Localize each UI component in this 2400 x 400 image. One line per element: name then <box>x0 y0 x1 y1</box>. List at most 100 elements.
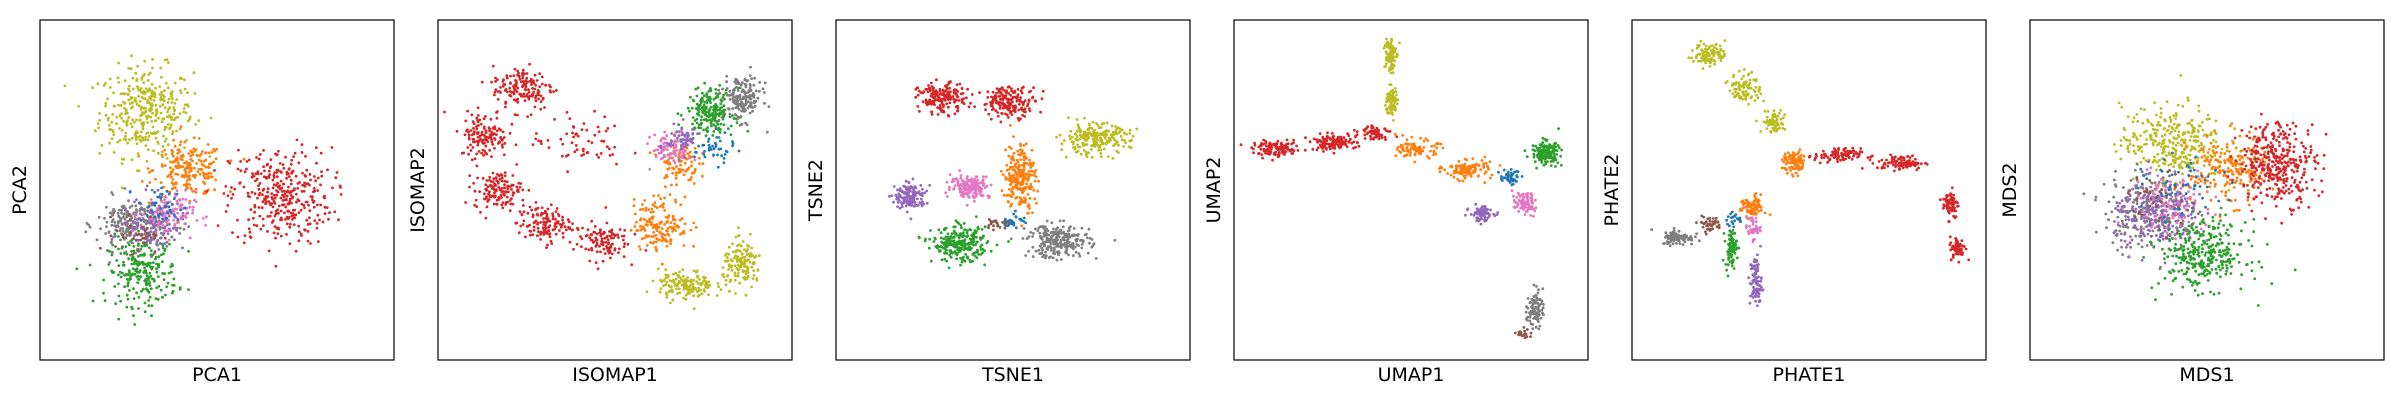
pca-series-8-point <box>147 233 151 237</box>
isomap-series-0-point <box>561 221 565 225</box>
isomap-series-0-point <box>484 136 488 140</box>
isomap-series-3-point <box>695 117 699 121</box>
isomap-series-2-point <box>645 290 649 294</box>
isomap-series-2-point <box>694 287 697 291</box>
pca-series-2-point <box>294 174 298 178</box>
isomap-series-1-point <box>649 210 653 214</box>
isomap-series-3-point <box>705 92 709 95</box>
isomap-series-0-point <box>552 90 555 93</box>
isomap-series-0-point <box>516 100 520 104</box>
isomap-series-6-point <box>683 156 686 159</box>
isomap-series-1-point <box>659 230 662 234</box>
isomap-series-1-point <box>679 232 682 236</box>
isomap-series-2-point <box>731 242 734 246</box>
pca-series-0-point <box>108 86 112 89</box>
tsne-series-5-point <box>974 215 978 219</box>
pca-series-2-point <box>261 188 265 192</box>
pca-series-3-point <box>140 244 144 248</box>
isomap-series-0-point <box>598 244 601 248</box>
isomap-series-5-point <box>672 159 676 163</box>
tsne-series-0-point <box>953 100 956 104</box>
tsne-series-0-point <box>984 102 988 106</box>
pca-series-3-point <box>143 301 147 305</box>
tsne-series-5-point <box>980 228 984 231</box>
pca-series-0-point <box>127 115 131 119</box>
isomap-series-4-point <box>736 89 740 92</box>
isomap-series-0-point <box>544 220 548 224</box>
isomap-series-0-point <box>572 126 576 129</box>
pca-series-1-point <box>195 162 199 165</box>
isomap-series-1-point <box>645 219 649 223</box>
isomap-series-0-point <box>477 124 480 127</box>
pca-series-3-point <box>148 284 152 287</box>
tsne-series-1-point <box>1007 172 1011 175</box>
pca-series-2-point <box>330 146 334 149</box>
pca-series-2-point <box>301 171 304 175</box>
isomap-series-0-point <box>518 210 522 214</box>
isomap-series-1-point <box>635 220 638 224</box>
isomap-series-0-point <box>588 259 592 263</box>
tsne-series-2-point <box>1131 134 1135 138</box>
isomap-series-0-point <box>548 224 552 228</box>
isomap-series-0-point <box>524 235 527 239</box>
pca-series-6-point <box>175 207 179 211</box>
isomap-series-0-point <box>501 201 505 205</box>
tsne-series-0-point <box>973 105 976 108</box>
tsne-series-1-point <box>1016 178 1020 181</box>
isomap-series-0-point <box>491 171 495 175</box>
isomap-series-0-point <box>568 227 571 231</box>
tsne-series-0-point <box>1019 96 1022 99</box>
isomap-series-0-point <box>603 252 607 256</box>
pca-series-2-point <box>300 151 304 154</box>
isomap-series-4-point <box>734 82 738 85</box>
tsne-series-1-point <box>1004 178 1008 181</box>
tsne-series-1-point <box>1020 163 1024 167</box>
tsne-series-0-point <box>916 105 920 108</box>
tsne-series-4-point <box>900 189 904 193</box>
isomap-series-6-point <box>675 130 679 133</box>
pca-series-1-point <box>207 176 211 180</box>
tsne-series-2-point <box>1097 149 1100 152</box>
isomap-series-0-point <box>612 236 615 240</box>
pca-series-2-point <box>213 169 216 172</box>
isomap-series-5-point <box>662 142 665 145</box>
isomap-series-0-point <box>539 94 543 98</box>
tsne-series-3-point <box>989 183 993 187</box>
pca-series-3-point <box>122 263 126 267</box>
pca-series-0-point <box>163 128 167 132</box>
tsne-series-2-point <box>1112 137 1116 141</box>
isomap-series-0-point <box>490 155 493 159</box>
tsne-series-5-point <box>953 225 957 229</box>
tsne-series-0-point <box>942 109 946 113</box>
pca-series-0-point <box>193 92 197 95</box>
tsne-series-1-point <box>1025 177 1029 181</box>
pca-series-2-point <box>339 186 342 189</box>
pca-series-2-point <box>254 172 258 176</box>
tsne-series-1-point <box>1009 161 1013 165</box>
isomap-series-0-point <box>618 247 621 251</box>
pca-series-2-point <box>260 206 264 210</box>
pca-series-1-point <box>162 185 166 189</box>
pca-series-2-point <box>294 249 298 253</box>
pca-series-0-point <box>155 110 159 114</box>
pca-series-2-point <box>292 155 295 159</box>
isomap-series-0-point <box>525 72 529 75</box>
tsne-series-0-point <box>921 100 925 104</box>
pca-series-0-point <box>184 111 188 115</box>
tsne-series-3-point <box>974 180 977 183</box>
pca-series-1-point <box>202 164 206 168</box>
pca-series-0-point <box>152 149 155 153</box>
tsne-series-2-point <box>1114 142 1117 146</box>
tsne-series-4-point <box>906 201 910 205</box>
tsne-series-4-point <box>900 205 904 209</box>
pca-series-0-point <box>97 126 100 130</box>
pca-series-1-point <box>160 163 164 167</box>
tsne-series-3-point <box>981 179 985 183</box>
pca-series-2-point <box>272 175 276 179</box>
isomap-series-0-point <box>503 174 507 178</box>
isomap-series-1-point <box>652 234 656 238</box>
pca-series-3-point <box>132 249 136 253</box>
isomap-series-1-point <box>671 166 674 170</box>
tsne-series-0-point <box>1010 89 1013 93</box>
